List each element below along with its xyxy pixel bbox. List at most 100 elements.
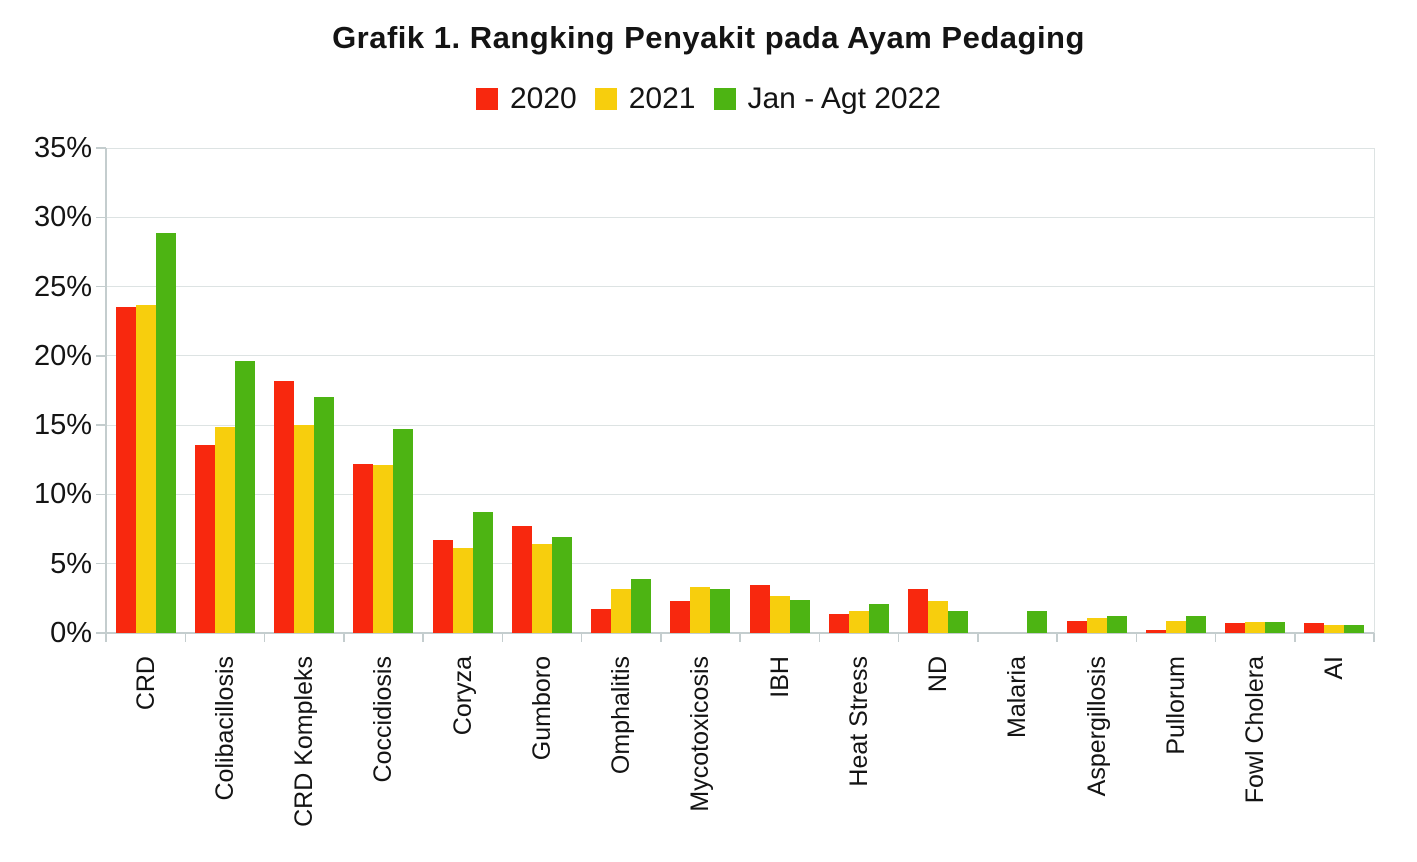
legend-color-swatch [594,88,617,110]
x-axis-tick [1373,633,1375,642]
x-axis-label: Malaria [1003,656,1032,738]
bar [472,512,493,633]
gridline [106,493,1374,495]
bar [551,537,572,633]
chart-legend: 2020 2021 Jan - Agt 2022 [0,84,1417,114]
bar [631,578,652,633]
bar [234,361,255,633]
x-axis-label: Fowl Cholera [1241,656,1270,804]
bar [928,601,949,633]
y-axis-label: 10% [33,478,92,511]
x-axis-label: Aspergillosis [1082,656,1111,797]
legend-item: 2021 [594,82,696,115]
x-axis-label: CRD [131,656,160,711]
bar [432,540,453,633]
x-axis-label: IBH [765,656,794,698]
x-axis-label: Mycotoxicosis [686,656,715,812]
y-axis-tick [96,147,106,149]
y-axis-line [105,148,107,633]
y-axis-label: 15% [33,409,92,442]
bar [115,307,136,633]
bar [353,463,374,633]
y-axis-tick [96,285,106,288]
legend-item: 2020 [476,84,577,114]
y-axis-label: 5% [50,547,92,580]
bar [511,526,532,633]
bar [1027,610,1048,633]
bar [1106,616,1127,633]
y-axis-tick [96,424,106,426]
y-axis-label: 35% [33,132,92,164]
bar [1185,616,1206,633]
bar [690,587,711,633]
x-axis-label: Coryza [448,656,477,736]
y-axis-tick [96,562,106,565]
bar [749,584,770,633]
bar [1245,621,1266,633]
x-axis-label: AI [1320,656,1349,680]
bar [670,601,691,633]
gridline [106,147,1374,149]
x-axis-tick [897,633,900,642]
bar [710,588,731,633]
y-axis-label: 25% [33,270,92,303]
bar [274,380,295,633]
x-axis-tick [422,633,424,642]
x-axis-tick [660,633,662,642]
x-axis-label: Omphalitis [607,656,636,775]
bar [194,444,215,633]
legend-label: 2021 [628,82,696,115]
bar [1344,624,1365,633]
bar [591,609,612,633]
bar [1225,623,1246,633]
y-axis-tick [96,493,106,496]
gridline [106,216,1374,218]
bar [948,610,969,633]
gridline [106,286,1374,288]
x-axis-label: Coccidiosis [369,656,398,783]
bar [373,465,394,633]
bar [1265,621,1286,633]
legend-color-swatch [713,88,736,110]
bar [611,588,632,633]
x-axis-label: ND [924,656,953,693]
bar [531,544,552,633]
bar [214,426,235,633]
y-axis-tick [96,632,106,634]
bar [1324,624,1345,633]
x-axis-tick [501,633,503,642]
bar [1304,623,1325,633]
x-axis-tick [977,633,979,642]
x-axis-tick [1135,633,1137,642]
y-axis-label: 20% [33,339,92,372]
bar [828,613,849,633]
x-axis-tick [184,633,186,642]
bar [1066,620,1087,633]
chart-title: Grafik 1. Rangking Penyakit pada Ayam Pe… [332,20,1085,55]
gridline [106,355,1374,357]
bar [1086,617,1107,633]
y-axis-tick [96,216,106,219]
x-axis-label: Pullorum [1161,656,1190,755]
x-axis-label: Gumboro [527,656,556,761]
bar [294,425,315,633]
x-axis-tick [1214,633,1217,642]
x-axis-tick [105,633,107,642]
x-axis-tick [343,633,345,642]
plot-right-border [1374,148,1375,633]
gridline [106,563,1374,565]
bar [868,603,889,633]
x-axis-tick [739,633,741,642]
y-axis-label: 0% [50,617,92,649]
x-axis-tick [818,633,820,642]
bar [789,599,810,633]
bar [155,232,176,633]
bar [1165,620,1186,633]
bar [1145,630,1166,633]
legend-item: Jan - Agt 2022 [713,84,941,114]
y-axis-tick [96,355,106,357]
bar [135,304,156,633]
y-axis-label: 30% [33,201,92,234]
bar [314,397,335,633]
x-axis-tick [263,633,266,642]
